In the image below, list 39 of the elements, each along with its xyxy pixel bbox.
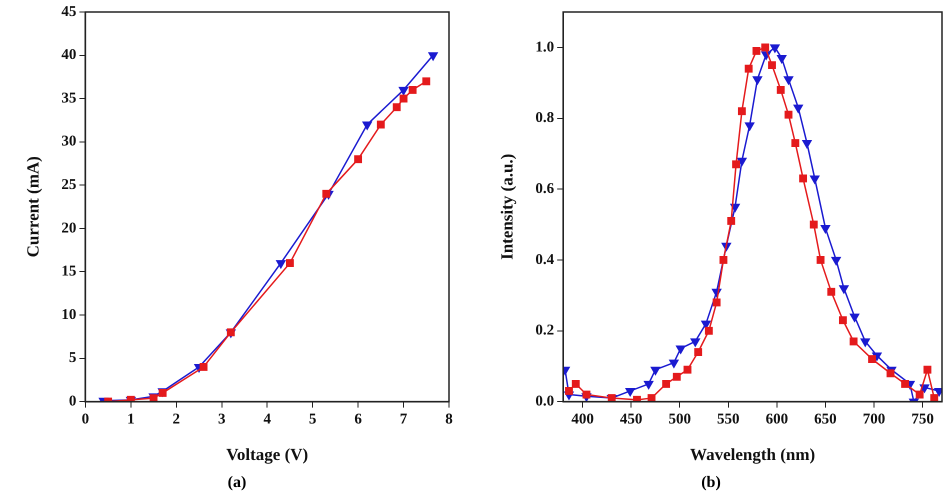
y-tick-label: 0 xyxy=(68,393,76,410)
x-tick-label: 4 xyxy=(263,411,272,428)
x-tick-label: 700 xyxy=(862,411,886,428)
x-tick-label: 650 xyxy=(814,411,837,428)
x-tick-label: 500 xyxy=(668,411,691,428)
y-tick-label: 25 xyxy=(61,177,76,194)
text: (a) xyxy=(226,474,248,492)
y-tick-label: 0.4 xyxy=(535,252,555,268)
x-tick-label: 8 xyxy=(445,411,453,428)
y-tick-label: 20 xyxy=(61,220,76,236)
x-tick-label: 0 xyxy=(82,411,90,428)
y-tick-label: 0.8 xyxy=(535,110,554,126)
x-tick-label: 6 xyxy=(354,411,362,428)
y-tick-label: 45 xyxy=(61,4,76,20)
y-tick-label: 40 xyxy=(61,47,76,64)
x-tick-label: 400 xyxy=(571,411,594,428)
y-axis-title: Current (mA) xyxy=(24,156,43,258)
x-tick-label: 5 xyxy=(308,411,316,428)
y-tick-label: 0.2 xyxy=(535,322,554,339)
x-tick-label: 600 xyxy=(766,411,788,428)
y-tick-label: 5 xyxy=(68,350,76,366)
text: (b) xyxy=(700,474,722,492)
y-tick-label: 15 xyxy=(61,264,76,280)
y-tick-label: 30 xyxy=(61,134,76,150)
x-tick-label: 2 xyxy=(172,411,180,428)
y-tick-label: 0.6 xyxy=(535,180,555,197)
x-tick-label: 7 xyxy=(400,411,408,428)
x-axis-title: Wavelength (nm) xyxy=(690,445,816,464)
x-tick-label: 1 xyxy=(127,411,135,428)
y-tick-label: 0.0 xyxy=(535,393,554,410)
y-tick-label: 10 xyxy=(61,306,76,323)
x-tick-label: 750 xyxy=(911,411,934,428)
x-tick-label: 550 xyxy=(717,411,740,428)
y-tick-label: 1.0 xyxy=(535,39,554,56)
y-axis-title: Intensity (a.u.) xyxy=(498,154,517,260)
x-tick-label: 3 xyxy=(218,411,226,428)
y-tick-label: 35 xyxy=(61,90,76,106)
x-tick-label: 450 xyxy=(620,411,642,428)
x-axis-title: Voltage (V) xyxy=(226,445,308,464)
